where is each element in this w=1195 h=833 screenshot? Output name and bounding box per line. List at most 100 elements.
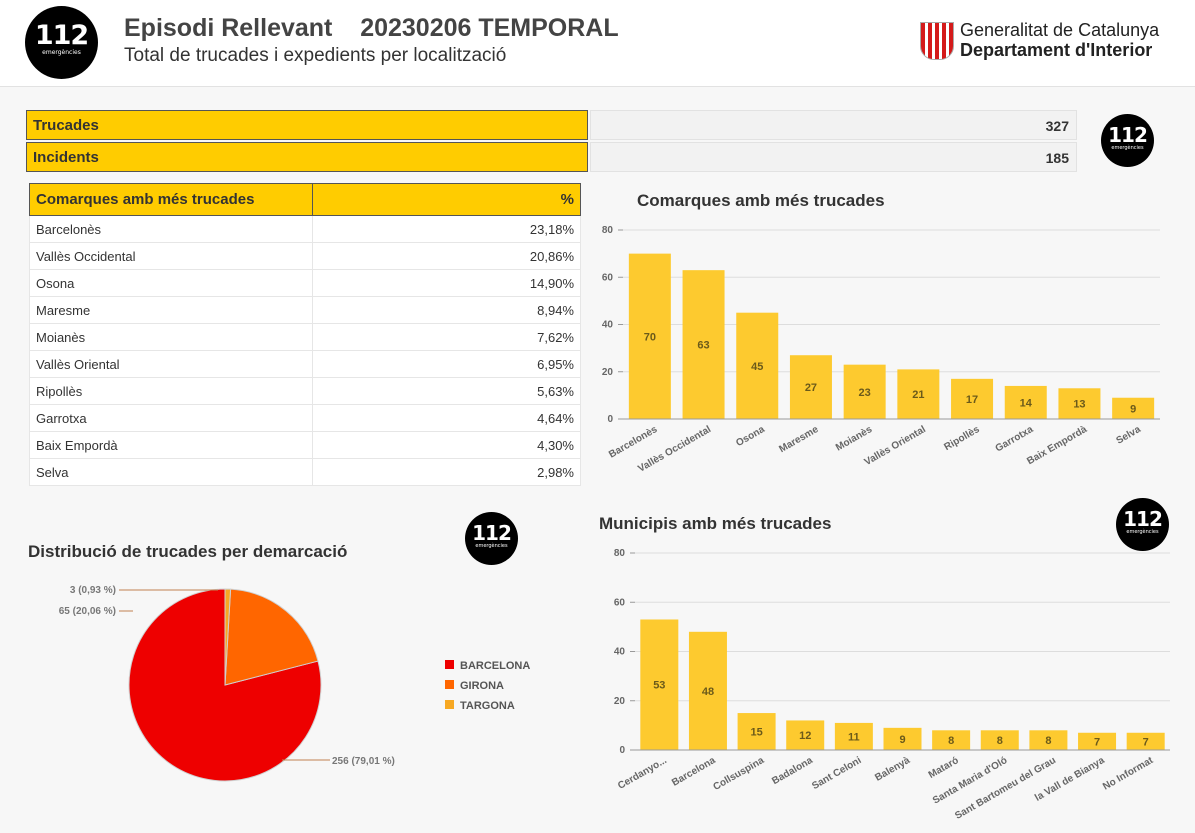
bar	[834, 722, 873, 750]
comarca-pct: 4,30%	[312, 431, 581, 459]
bar	[843, 364, 886, 419]
bar	[980, 730, 1019, 750]
gov-name: Generalitat de Catalunya	[960, 20, 1160, 40]
table-row: Maresme 8,94%	[29, 296, 581, 324]
legend-label: BARCELONA	[460, 660, 530, 672]
logo-112-icon: 112 emergències	[1116, 498, 1169, 551]
x-tick-label: Ripollès	[942, 424, 982, 453]
comarca-pct: 7,62%	[312, 323, 581, 351]
pie-label: 256 (79,01 %)	[332, 756, 395, 767]
bar	[1029, 730, 1068, 750]
comarca-pct: 5,63%	[312, 377, 581, 405]
x-tick-label: Selva	[1115, 424, 1144, 447]
legend-label: GIRONA	[460, 680, 504, 692]
data-label: 11	[848, 731, 860, 743]
x-tick-label: Baix Empordà	[1025, 424, 1089, 467]
data-label: 7	[1143, 736, 1149, 748]
table-row: Selva 2,98%	[29, 458, 581, 486]
data-label: 70	[644, 331, 656, 343]
data-label: 21	[912, 389, 924, 401]
table-header-row: Comarques amb més trucades %	[29, 183, 581, 216]
data-label: 7	[1094, 736, 1100, 748]
bar	[1004, 385, 1047, 419]
y-tick-label: 20	[614, 696, 626, 707]
col-header-name: Comarques amb més trucades	[29, 183, 313, 216]
x-tick-label: Vallès Oriental	[863, 424, 928, 468]
pie-label: 3 (0,93 %)	[70, 585, 116, 596]
data-label: 63	[697, 340, 709, 352]
page-subtitle: Total de trucades i expedients per local…	[124, 45, 507, 66]
x-tick-label: Moianès	[834, 424, 875, 454]
bar	[628, 253, 671, 419]
x-tick-label: Barcelonès	[607, 424, 660, 461]
x-tick-label: Osona	[734, 424, 767, 449]
data-label: 12	[799, 730, 811, 742]
x-tick-label: Badalona	[770, 755, 815, 787]
data-label: 48	[702, 686, 714, 698]
bar	[682, 270, 725, 419]
bar	[897, 369, 940, 419]
data-label: 27	[805, 382, 817, 394]
chart1-title: Comarques amb més trucades	[637, 191, 885, 210]
x-tick-label: Balenyà	[873, 755, 912, 784]
chart3-title: Municipis amb més trucades	[599, 514, 832, 533]
comarca-name: Vallès Oriental	[29, 350, 313, 378]
y-tick-label: 40	[614, 647, 626, 658]
pie-slice	[128, 588, 322, 782]
y-tick-label: 40	[602, 320, 614, 331]
pie-slice	[224, 588, 319, 686]
comarca-pct: 8,94%	[312, 296, 581, 324]
y-tick-label: 60	[602, 272, 614, 283]
x-tick-label: Mataró	[927, 755, 961, 781]
pie-label: 65 (20,06 %)	[59, 606, 116, 617]
kpi-incidents-value: 185	[590, 142, 1077, 172]
comarca-name: Garrotxa	[29, 404, 313, 432]
logo-112-icon: 112 emergències	[1101, 114, 1154, 167]
data-label: 23	[859, 387, 871, 399]
bar	[1058, 388, 1101, 419]
y-tick-label: 0	[607, 414, 613, 425]
bar	[1112, 397, 1155, 419]
data-label: 17	[966, 394, 978, 406]
bar	[932, 730, 971, 750]
y-tick-label: 80	[602, 225, 614, 236]
comarques-table: Comarques amb més trucades % Barcelonès 2…	[29, 183, 581, 486]
data-label: 13	[1073, 399, 1085, 411]
comarca-name: Moianès	[29, 323, 313, 351]
comarca-name: Osona	[29, 269, 313, 297]
comarca-name: Vallès Occidental	[29, 242, 313, 270]
title-text: Episodi Rellevant	[124, 14, 333, 42]
data-label: 15	[750, 727, 762, 739]
legend-swatch	[445, 660, 454, 669]
data-label: 9	[899, 734, 905, 746]
logo-112-icon: 112 emergències	[465, 512, 518, 565]
data-label: 14	[1020, 397, 1033, 409]
table-row: Barcelonès 23,18%	[29, 215, 581, 243]
x-tick-label: Sant Celoni	[810, 755, 863, 792]
x-tick-label: Collsuspina	[711, 755, 766, 793]
y-tick-label: 20	[602, 367, 614, 378]
y-tick-label: 60	[614, 597, 626, 608]
data-label: 8	[997, 735, 1003, 747]
col-header-pct: %	[312, 183, 581, 216]
kpi-trucades-label: Trucades	[26, 110, 588, 140]
legend-label: TARGONA	[460, 700, 515, 712]
data-label: 8	[948, 735, 954, 747]
bar	[640, 619, 679, 750]
x-tick-label: Garrotxa	[994, 424, 1036, 455]
bar	[951, 378, 994, 419]
comarca-name: Barcelonès	[29, 215, 313, 243]
bar	[736, 312, 779, 419]
header: 112 emergències Episodi Rellevant 202302…	[0, 0, 1195, 87]
bar	[688, 631, 727, 750]
table-row: Vallès Occidental 20,86%	[29, 242, 581, 270]
logo-112-icon: 112 emergències	[25, 6, 98, 79]
bar	[789, 355, 832, 419]
chart2-title: Distribució de trucades per demarcació	[28, 542, 348, 561]
x-tick-label: No Informat	[1101, 755, 1156, 793]
comarca-pct: 6,95%	[312, 350, 581, 378]
bar	[1126, 732, 1165, 750]
senyera-icon	[920, 22, 954, 60]
table-row: Moianès 7,62%	[29, 323, 581, 351]
